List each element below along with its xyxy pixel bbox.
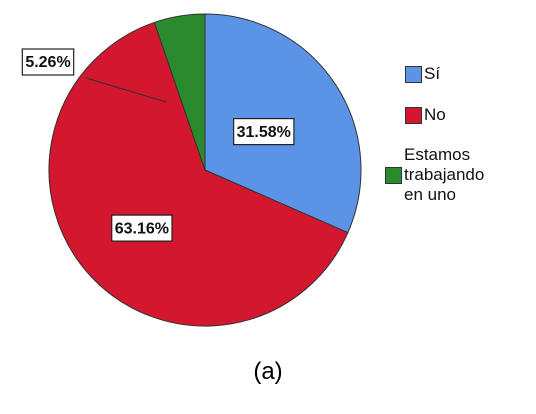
legend-label: Estamos trabajando en uno [404, 145, 485, 204]
caption: (a) [253, 358, 283, 385]
data-label: 31.58% [237, 124, 291, 141]
leader-line [85, 77, 167, 103]
legend-item: Estamos trabajando en uno [385, 145, 504, 205]
legend-item: Sí [405, 64, 524, 84]
legend-label: No [424, 105, 446, 124]
legend-swatch [405, 107, 422, 124]
data-label-group: 5.26% [21, 48, 75, 76]
legend-swatch [385, 167, 402, 184]
data-label-group: 63.16% [111, 214, 173, 242]
data-label-group: 31.58% [233, 118, 295, 146]
pie-slice [153, 13, 206, 171]
data-label-box [111, 214, 173, 242]
data-label-box [233, 118, 295, 146]
pie-slice [48, 21, 349, 327]
data-label: 63.16% [115, 220, 169, 237]
legend-item: No [405, 105, 524, 125]
data-label-box [21, 48, 75, 76]
data-label: 5.26% [25, 54, 70, 71]
legend-label: Sí [424, 64, 441, 83]
legend-swatch [405, 66, 422, 83]
